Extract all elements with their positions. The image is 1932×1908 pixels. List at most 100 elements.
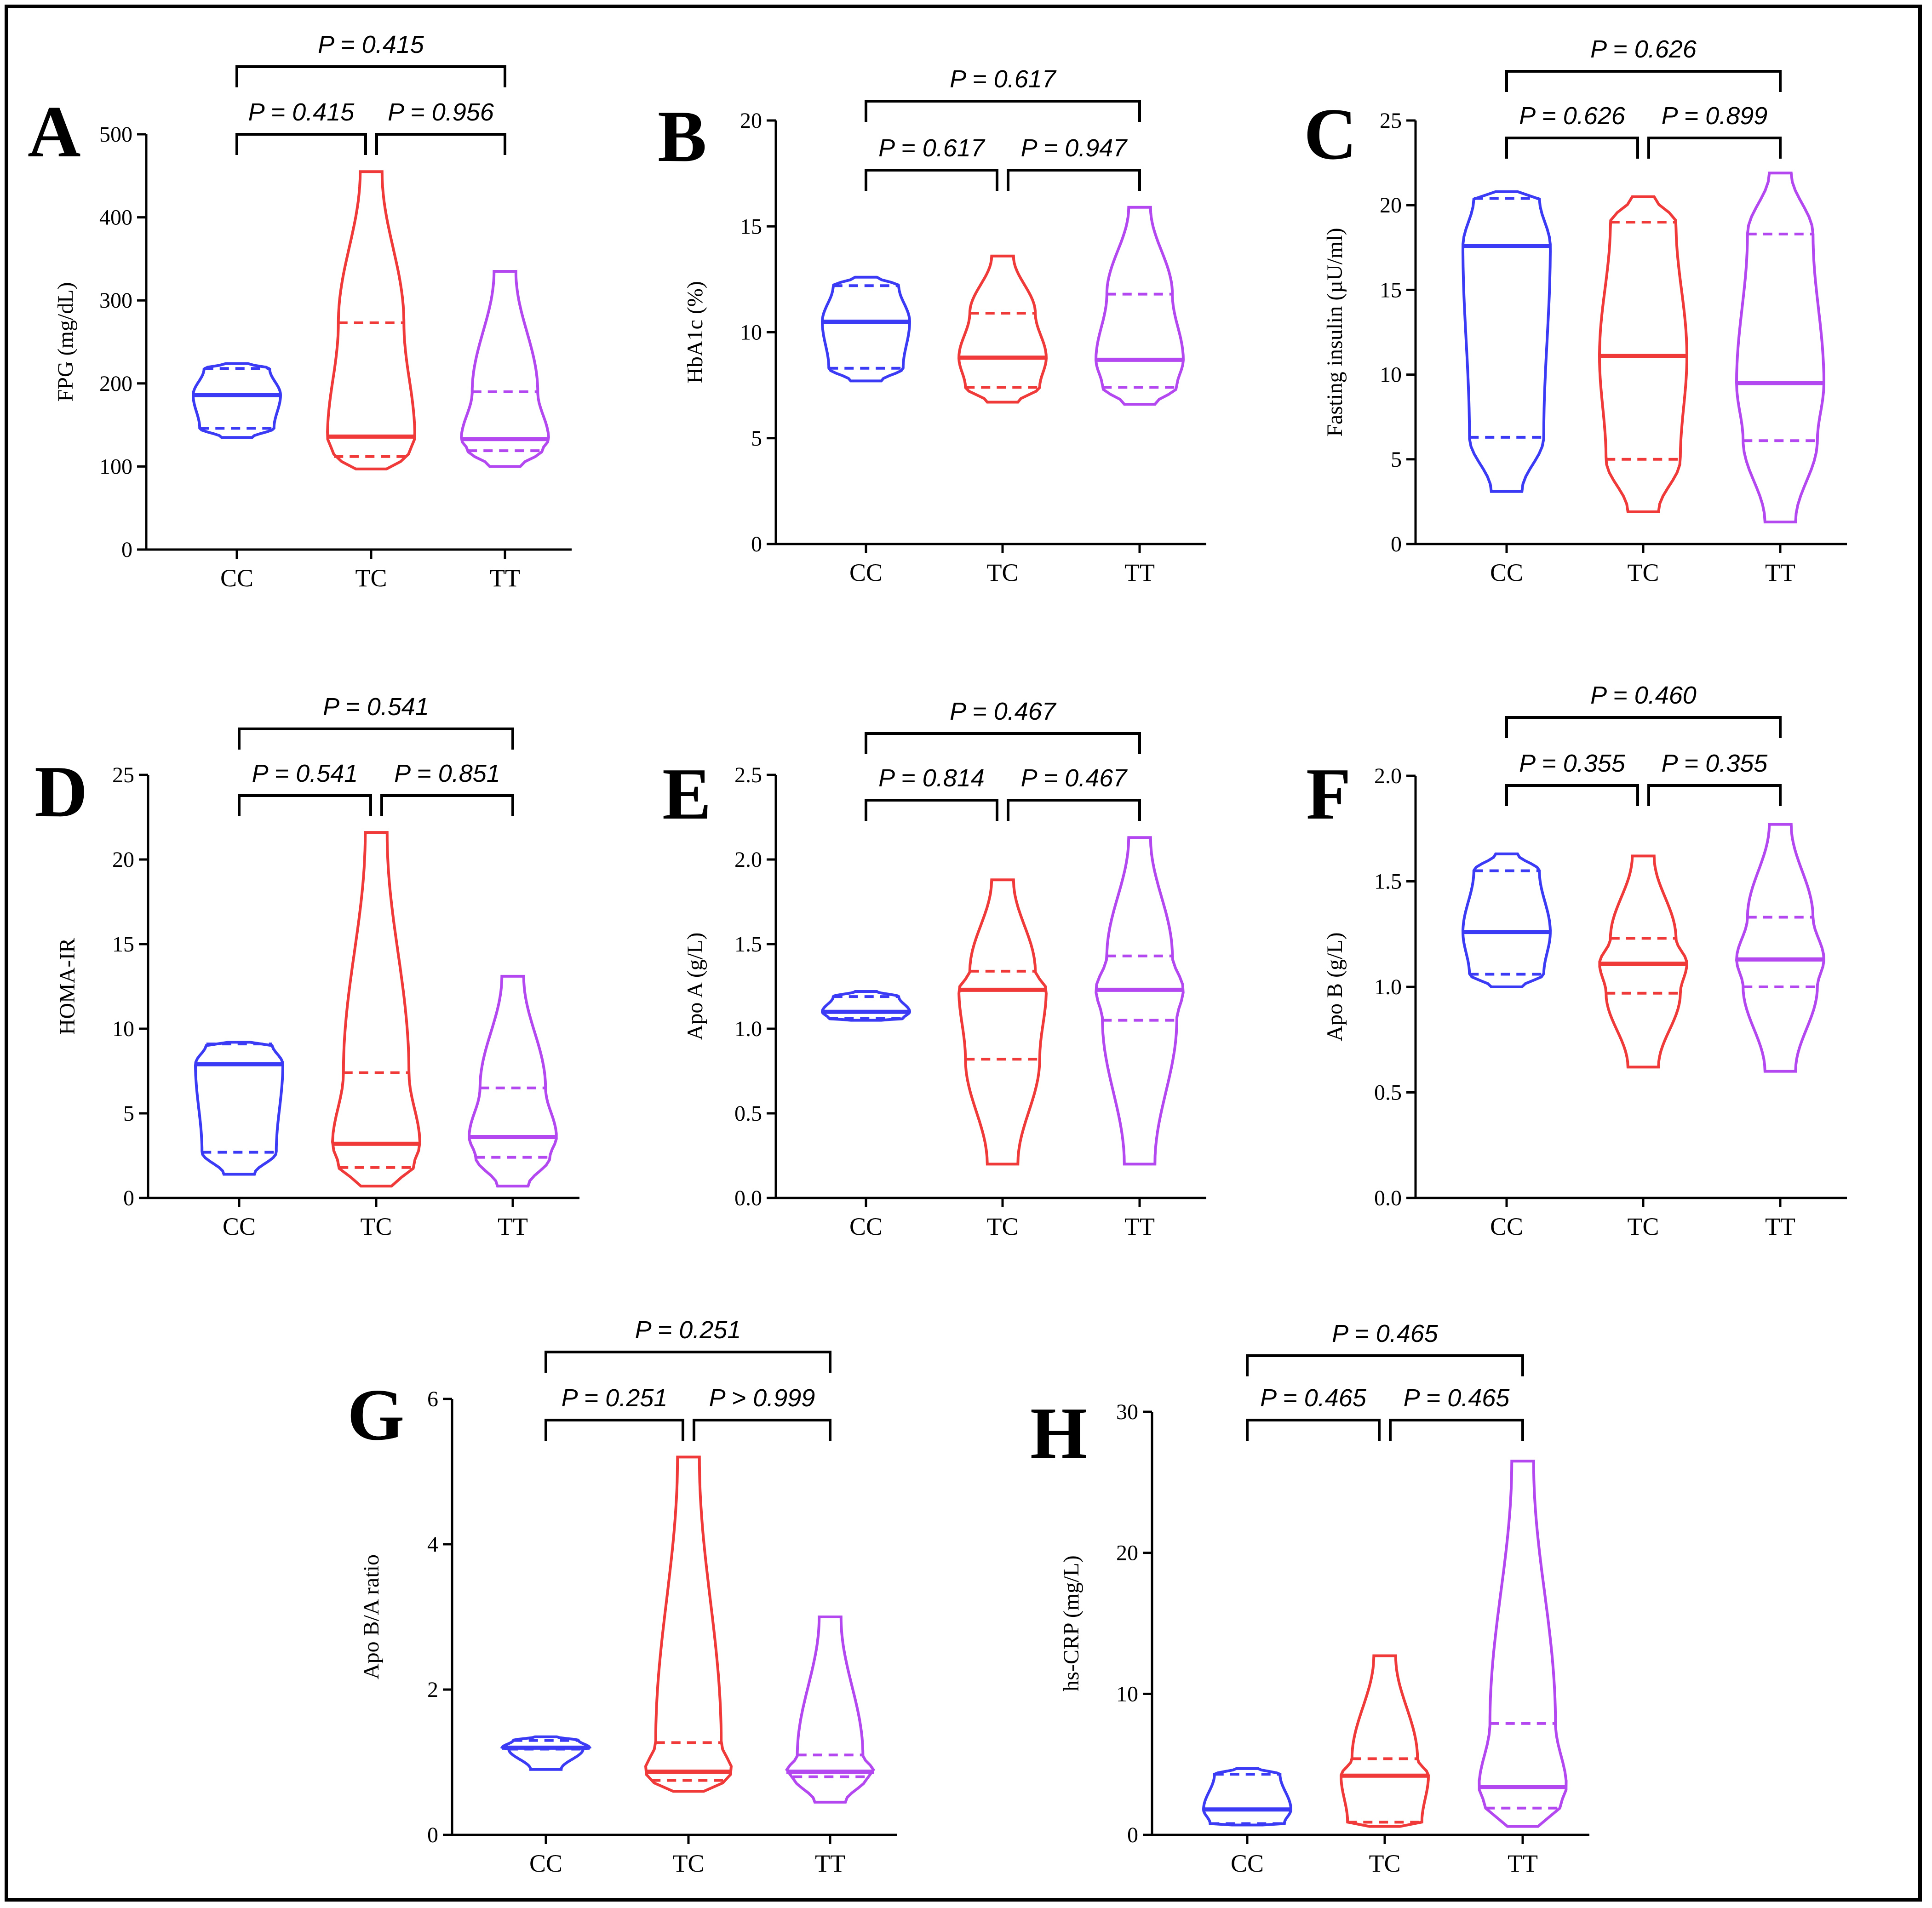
y-axis-title: FPG (mg/dL) — [53, 282, 78, 401]
panel-a: A 0 100 200 300 400 500 FPG (mg/dL) CC TC TT P = 0.… — [28, 31, 572, 592]
significance-bracket — [545, 1419, 684, 1441]
y-tick-label: 1.0 — [1374, 975, 1402, 999]
x-category-label: TT — [1765, 1213, 1795, 1240]
violin-cc — [500, 1735, 592, 1771]
p-value-label: P = 0.851 — [394, 760, 500, 787]
y-tick-label: 0.5 — [734, 1101, 762, 1126]
p-value-label: P = 0.947 — [1021, 134, 1128, 162]
x-category-label: TC — [986, 1213, 1018, 1240]
y-tick-label: 0.5 — [1374, 1081, 1402, 1105]
significance-bracket — [1007, 799, 1141, 821]
y-tick-label: 20 — [1380, 193, 1402, 218]
violin-tc — [1598, 854, 1688, 1069]
y-tick-label: 10 — [1380, 363, 1402, 387]
y-tick-label: 5 — [1391, 447, 1402, 472]
x-category-label: CC — [529, 1850, 562, 1877]
p-value-label: P = 0.465 — [1404, 1384, 1510, 1412]
y-axis-title: Fasting insulin (µU/ml) — [1323, 228, 1347, 436]
y-tick-label: 500 — [99, 122, 132, 147]
significance-bracket — [865, 169, 998, 191]
y-axis-title: hs-CRP (mg/L) — [1059, 1555, 1084, 1691]
y-tick-label: 0 — [751, 532, 762, 556]
y-tick-label: 15 — [112, 932, 134, 957]
y-tick-label: 5 — [123, 1101, 134, 1126]
significance-bracket — [545, 1351, 831, 1373]
significance-bracket — [238, 728, 514, 750]
p-value-label: P = 0.617 — [878, 134, 986, 162]
x-category-label: CC — [849, 1213, 883, 1240]
y-tick-label: 15 — [740, 214, 762, 239]
p-value-label: P > 0.999 — [709, 1384, 815, 1412]
significance-bracket — [375, 133, 506, 155]
violin-tt — [1478, 1460, 1568, 1828]
significance-bracket — [1647, 137, 1782, 159]
x-category-label: TT — [498, 1213, 528, 1240]
y-tick-label: 25 — [1380, 109, 1402, 133]
significance-bracket — [1246, 1419, 1381, 1441]
p-value-label: P = 0.415 — [318, 31, 424, 58]
significance-bracket — [1389, 1419, 1524, 1441]
panel-d: D 0 5 10 15 20 25 HOMA-IR CC TC TT P = 0.541 P = 0.5… — [34, 693, 579, 1240]
y-tick-label: 200 — [99, 372, 132, 396]
significance-bracket — [1505, 137, 1639, 159]
violin-tt — [785, 1616, 875, 1804]
x-category-label: TC — [355, 564, 387, 592]
y-tick-label: 5 — [751, 426, 762, 451]
y-tick-label: 10 — [112, 1017, 134, 1041]
panel-letter: B — [658, 95, 707, 177]
p-value-label: P = 0.617 — [950, 65, 1057, 93]
significance-bracket — [235, 65, 506, 87]
y-tick-label: 2.5 — [734, 763, 762, 787]
panel-c: C 0 5 10 15 20 25 Fasting insulin (µU/ml) CC TC TT… — [1304, 35, 1847, 586]
y-tick-label: 20 — [1116, 1541, 1138, 1565]
p-value-label: P = 0.899 — [1662, 102, 1768, 130]
y-tick-label: 0 — [427, 1823, 438, 1847]
p-value-label: P = 0.956 — [388, 98, 494, 126]
x-category-label: TC — [1369, 1850, 1400, 1877]
significance-bracket — [865, 799, 998, 821]
panel-b: B 0 5 10 15 20 HbA1c (%) CC TC TT P = 0.617 P = 0.6… — [658, 65, 1206, 586]
x-category-label: TT — [490, 564, 520, 592]
panel-letter: E — [662, 753, 711, 835]
p-value-label: P = 0.626 — [1519, 102, 1626, 130]
significance-bracket — [235, 133, 367, 155]
y-tick-label: 2 — [427, 1678, 438, 1702]
violin-cc — [820, 275, 912, 383]
y-tick-label: 2.0 — [734, 848, 762, 872]
x-category-label: TT — [1765, 559, 1795, 586]
x-category-label: TT — [1124, 1213, 1155, 1240]
y-tick-label: 30 — [1116, 1400, 1138, 1424]
x-category-label: CC — [223, 1213, 256, 1240]
panel-letter: H — [1030, 1392, 1087, 1474]
violin-tt — [468, 974, 558, 1188]
y-tick-label: 20 — [740, 109, 762, 133]
y-tick-label: 25 — [112, 763, 134, 787]
y-tick-label: 300 — [99, 288, 132, 313]
x-category-label: CC — [1490, 559, 1523, 586]
x-category-label: CC — [849, 559, 883, 586]
x-category-label: TC — [986, 559, 1018, 586]
y-tick-label: 100 — [99, 454, 132, 479]
y-tick-label: 6 — [427, 1387, 438, 1411]
significance-bracket — [1505, 70, 1782, 92]
panel-f: F 0.0 0.5 1.0 1.5 2.0 Apo B (g/L) CC TC TT P = 0.4… — [1306, 682, 1847, 1240]
y-tick-label: 10 — [1116, 1682, 1138, 1706]
x-category-label: CC — [1231, 1850, 1264, 1877]
x-category-label: CC — [1490, 1213, 1523, 1240]
y-tick-label: 1.5 — [734, 932, 762, 957]
panel-e: E 0.0 0.5 1.0 1.5 2.0 2.5 Apo A (g/L) CC TC TT P = … — [662, 698, 1206, 1240]
violin-tt — [1735, 172, 1826, 524]
significance-bracket — [238, 794, 372, 816]
panel-letter: C — [1304, 93, 1357, 175]
x-category-label: TT — [1508, 1850, 1538, 1877]
violin-tc — [644, 1455, 733, 1793]
significance-bracket — [1505, 784, 1639, 806]
x-category-label: TT — [1124, 559, 1155, 586]
p-value-label: P = 0.460 — [1590, 682, 1697, 709]
x-category-label: TC — [1627, 559, 1659, 586]
p-value-label: P = 0.251 — [562, 1384, 668, 1412]
panel-letter: F — [1306, 753, 1351, 835]
y-axis-title: Apo B (g/L) — [1323, 932, 1347, 1041]
panel-h: H 0 10 20 30 hs-CRP (mg/L) CC TC TT P = 0.465 P = … — [1030, 1320, 1589, 1877]
violin-tt — [460, 270, 550, 468]
